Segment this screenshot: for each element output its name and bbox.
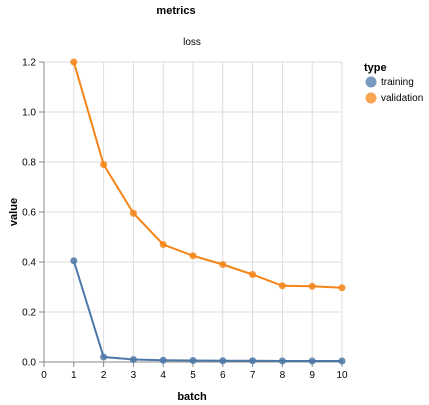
axes: 0 1 2 3 4 5 6 7 8 9 10 0.0 0.2 0.4 0.6 0.8 1.0 1.2 [22,58,348,382]
x-tick-label: 3 [131,370,137,381]
data-point-validation [159,241,167,248]
x-tick-label: 7 [250,370,256,381]
y-tick-label: 0.2 [22,308,36,319]
data-point-training [308,357,316,365]
chart-subtitle: loss [183,37,201,48]
data-point-validation [189,252,197,260]
y-tick-label: 0.8 [22,158,36,169]
data-point-training [249,357,257,365]
x-tick-label: 2 [101,370,107,381]
x-tick-label: 0 [41,370,47,381]
data-point-training [159,356,167,364]
data-point-training [129,356,137,363]
x-tick-label: 8 [280,370,286,381]
x-tick-label: 6 [220,370,226,381]
y-tick-label: 1.0 [22,108,36,119]
legend-title: type [364,62,387,74]
data-point-validation [100,161,108,168]
x-axis-label: batch [177,391,207,403]
data-point-validation [338,284,346,292]
y-axis-label: value [8,198,20,226]
legend-label-training: training [381,77,414,88]
series [70,58,346,365]
series-line-validation [72,61,343,289]
data-point-validation [278,282,286,290]
chart-title: metrics [156,5,195,17]
y-tick-label: 1.2 [22,58,36,69]
y-tick-label: 0.4 [22,258,36,269]
data-point-validation [129,209,137,217]
data-point-training [278,357,286,365]
y-tick-label: 0.6 [22,208,36,219]
data-point-training [100,353,108,361]
data-point-training [189,357,197,364]
data-point-validation [308,282,316,290]
data-point-training [70,257,78,265]
data-point-validation [249,271,257,278]
x-tick-label: 10 [336,370,348,381]
grid [43,61,343,363]
x-tick-label: 4 [160,370,166,381]
data-point-training [219,357,227,365]
x-tick-label: 9 [309,370,315,381]
x-tick-label: 5 [190,370,196,381]
legend: type training validation [364,62,423,104]
data-point-validation [70,58,78,66]
y-tick-label: 0.0 [22,358,36,369]
data-point-validation [219,261,227,268]
legend-symbol-validation [365,92,377,104]
legend-label-validation: validation [381,93,423,104]
x-tick-label: 1 [71,370,77,381]
legend-symbol-training [365,76,377,88]
series-line-training [72,260,342,362]
data-point-training [338,357,346,365]
